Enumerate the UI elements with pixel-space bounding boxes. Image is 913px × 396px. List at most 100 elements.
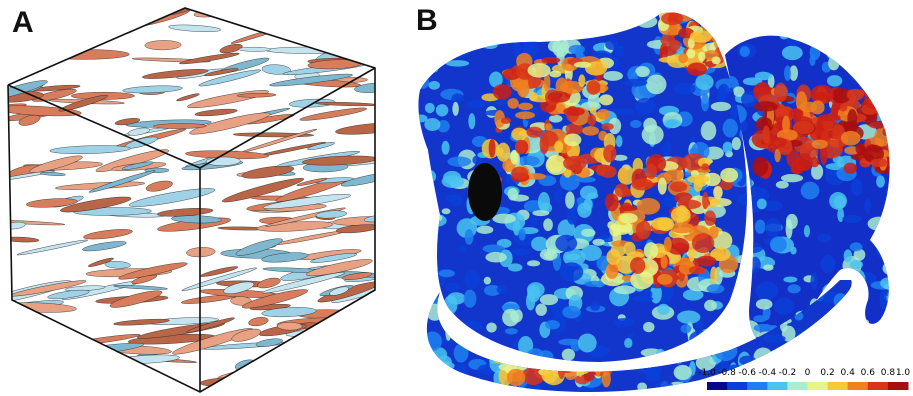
activation-blob [885, 184, 890, 199]
vortex-streak [38, 372, 119, 392]
activation-blob [789, 347, 800, 367]
activation-blob [491, 349, 515, 362]
activation-blob [874, 127, 890, 147]
activation-blob [681, 348, 699, 359]
vortex-streak [235, 238, 283, 256]
activation-blob [842, 47, 856, 67]
activation-blob [518, 228, 526, 241]
activation-blob [725, 310, 747, 328]
activation-blob [452, 101, 459, 116]
activation-blob [771, 137, 788, 148]
activation-blob [517, 155, 540, 167]
activation-blob [418, 205, 436, 215]
activation-blob [443, 295, 458, 315]
activation-blob [704, 299, 717, 312]
activation-blob [755, 298, 773, 310]
activation-blob [886, 201, 890, 212]
activation-blob [687, 62, 708, 76]
activation-blob [506, 368, 526, 387]
activation-blob [868, 121, 888, 129]
vortex-streak [8, 364, 78, 370]
activation-blob [561, 348, 575, 361]
activation-blob [567, 209, 578, 225]
activation-blob [838, 342, 850, 359]
vortex-streak [57, 13, 110, 30]
activation-blob [636, 14, 658, 28]
activation-blob [655, 348, 666, 362]
activation-blob [720, 167, 739, 183]
activation-blob [680, 324, 692, 334]
activation-blob [712, 339, 721, 352]
activation-blob [493, 357, 512, 364]
activation-blob [462, 36, 473, 51]
activation-blob [711, 17, 734, 27]
vortex-streak [354, 82, 375, 93]
activation-blob [500, 117, 511, 124]
activation-blob [731, 137, 742, 151]
vortex-streak [122, 85, 183, 94]
vortex-streak [310, 27, 375, 34]
activation-blob [586, 80, 601, 95]
activation-blob [548, 114, 563, 123]
activation-blob [583, 198, 593, 211]
activation-blob [706, 12, 719, 23]
colorbar-tick: 0 [804, 368, 811, 378]
activation-blob [418, 287, 436, 298]
colorbar-tick: -0.8 [718, 368, 736, 378]
activation-blob [700, 121, 717, 141]
activation-blob [882, 126, 890, 134]
activation-blob [461, 320, 483, 331]
activation-blob [831, 87, 851, 104]
activation-blob [810, 100, 825, 115]
activation-blob [630, 120, 642, 129]
activation-blob [762, 125, 771, 144]
activation-blob [700, 12, 723, 23]
activation-blob [889, 108, 890, 120]
vortex-streak [319, 326, 375, 346]
activation-blob [714, 12, 734, 29]
activation-blob [792, 120, 815, 135]
activation-blob [888, 80, 890, 90]
activation-blob [894, 139, 906, 154]
vortex-streak [104, 261, 131, 269]
activation-blob [881, 65, 890, 79]
vortex-streak [299, 107, 368, 121]
activation-blob [619, 213, 638, 224]
activation-blob [601, 370, 611, 388]
activation-blob [563, 107, 585, 116]
activation-blob [753, 315, 767, 323]
activation-blob [601, 123, 614, 131]
vortex-streak [364, 21, 375, 28]
activation-blob [788, 35, 798, 38]
vortex-streak [114, 118, 141, 126]
activation-blob [424, 102, 435, 114]
activation-blob [559, 171, 580, 191]
vortex-streak [109, 290, 163, 308]
activation-blob [887, 288, 890, 300]
panel-label-b: B [416, 4, 438, 37]
activation-blob [718, 83, 730, 99]
vortex-streak [82, 241, 127, 252]
vortex-streak [129, 188, 216, 207]
activation-blob [438, 269, 455, 278]
vortex-streak [142, 69, 209, 79]
activation-blob [584, 280, 606, 288]
activation-blob [718, 21, 727, 36]
activation-blob [501, 303, 520, 312]
cube-edges [7, 7, 376, 393]
vortex-streak [255, 360, 278, 371]
activation-blob [605, 39, 619, 50]
activation-blob [445, 322, 452, 341]
vortex-streak [186, 317, 235, 333]
colorbar-swatch [807, 382, 829, 390]
activation-blob [755, 281, 779, 301]
activation-blob [882, 128, 890, 137]
activation-blob [418, 201, 429, 210]
activation-blob [820, 254, 836, 274]
activation-blob [749, 256, 761, 273]
vortex-streak [346, 35, 375, 41]
activation-blob [458, 246, 467, 253]
activation-blob [894, 84, 903, 101]
activation-blob [858, 54, 877, 61]
vortex-streak [36, 359, 66, 368]
